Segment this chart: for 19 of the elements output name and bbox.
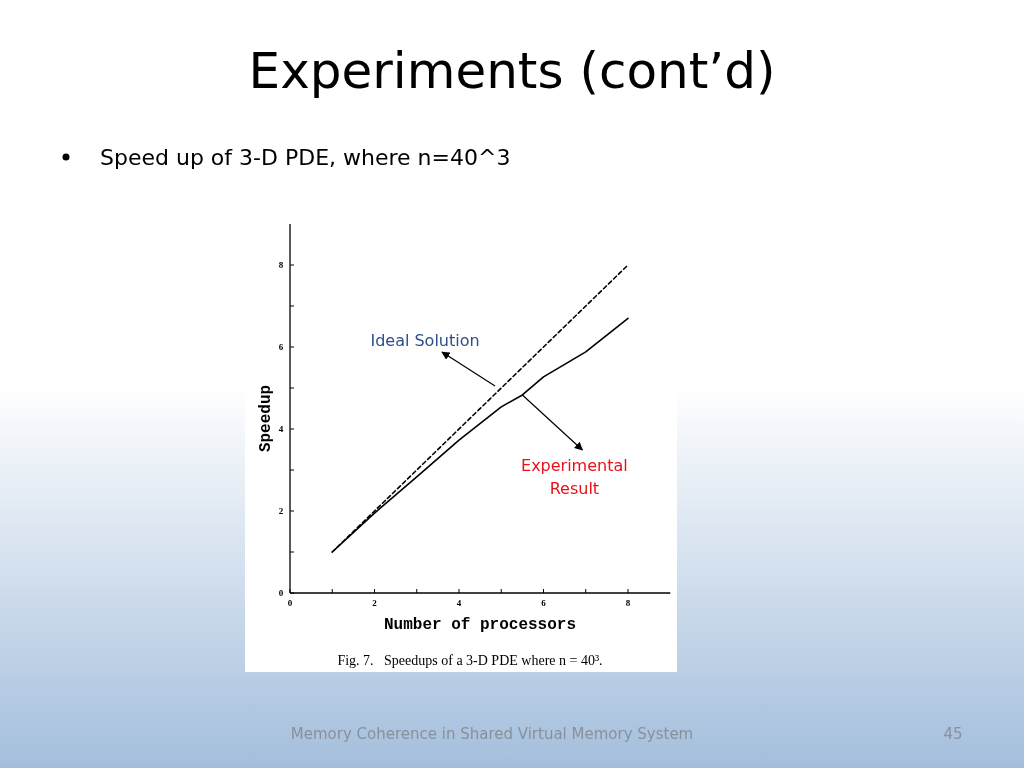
y-tick-label: 4: [278, 424, 284, 434]
text: 45: [943, 725, 963, 743]
annotation: Ideal Solution: [370, 331, 480, 351]
text: Memory Coherence in Shared Virtual Memory System: [290, 725, 694, 743]
x-tick-label: 0: [287, 598, 293, 608]
y-axis-title: Speedup: [257, 384, 275, 453]
chart-title: Experiments (cont’d): [248, 42, 776, 100]
x-tick-label: 2: [372, 598, 378, 608]
x-axis-title: Number of processors: [383, 616, 577, 634]
x-tick-label: 4: [456, 598, 462, 608]
y-tick-label: 8: [278, 260, 284, 270]
caption: Fig. 7. Speedups of a 3-D PDE where n = 40³.: [337, 653, 603, 668]
y-tick-label: 2: [278, 506, 284, 516]
x-tick-label: 8: [625, 598, 631, 608]
chart-subtitle: Speed up of 3-D PDE, where n=40^3: [100, 145, 511, 170]
x-tick-label: 6: [541, 598, 547, 608]
y-tick-label: 6: [278, 342, 284, 352]
annotation: Experimental Result: [521, 455, 628, 498]
y-tick-label: 0: [278, 588, 284, 598]
